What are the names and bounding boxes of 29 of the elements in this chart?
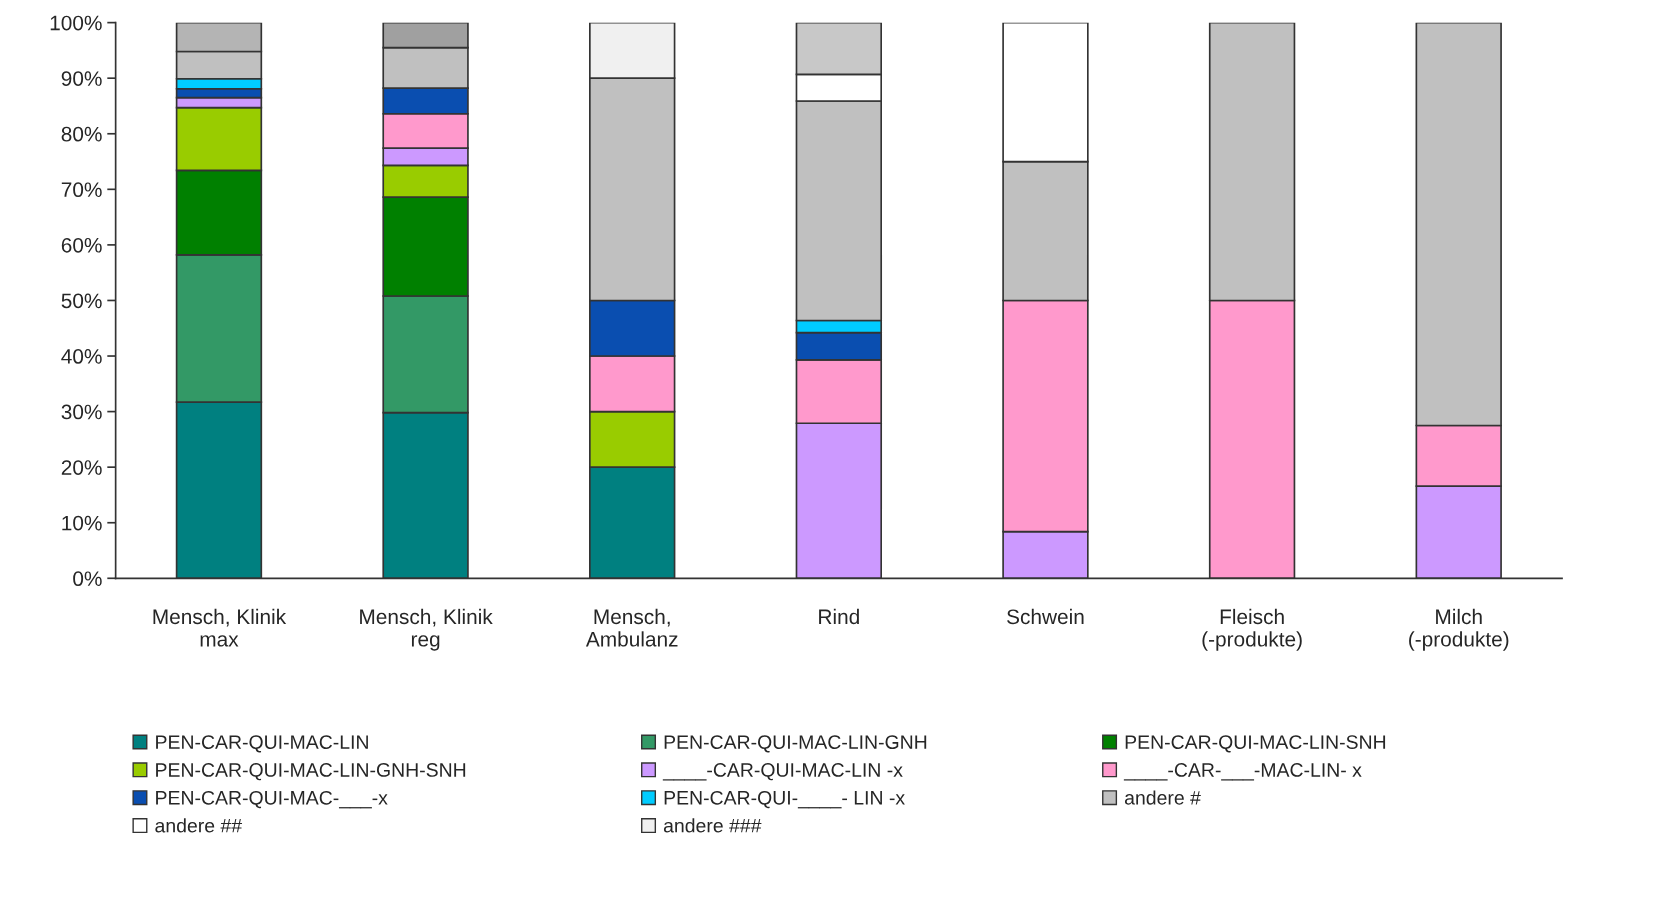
y-tick-label: 50% bbox=[61, 293, 102, 309]
x-tick-label: Mensch, Ambulanz bbox=[585, 608, 678, 647]
x-tick-label: Rind bbox=[819, 608, 859, 625]
legend-label: PEN-CAR-QUI-MAC-LIN-GNH-SNH bbox=[156, 763, 466, 781]
y-tick-label: 90% bbox=[61, 71, 102, 86]
legend-label: PEN-CAR-QUI-____- LIN -x bbox=[664, 790, 905, 809]
x-tick-label: Schwein bbox=[1007, 608, 1084, 625]
x-tick-label: Fleisch (-produkte) bbox=[1202, 608, 1302, 651]
legend-label: PEN-CAR-QUI-MAC-LIN-SNH bbox=[1125, 735, 1386, 753]
y-tick-label: 10% bbox=[62, 515, 102, 531]
legend-label: PEN-CAR-QUI-MAC-LIN-GNH bbox=[664, 735, 927, 753]
legend-label: PEN-CAR-QUI-MAC-LIN bbox=[156, 735, 368, 753]
y-tick-label: 40% bbox=[61, 349, 102, 364]
legend-label: ____-CAR-___-MAC-LIN- x bbox=[1123, 763, 1362, 781]
x-tick-label: Mensch, Klinik reg bbox=[360, 608, 493, 651]
x-tick-label: Milch (-produkte) bbox=[1409, 608, 1509, 651]
legend-label: ____-CAR-QUI-MAC-LIN -x bbox=[662, 763, 903, 781]
y-tick-label: 30% bbox=[61, 404, 102, 420]
legend-label: andere ## bbox=[155, 818, 243, 833]
y-tick-label: 0% bbox=[73, 571, 102, 587]
y-tick-label: 60% bbox=[61, 237, 102, 253]
legend-label: andere # bbox=[1124, 790, 1201, 805]
legend-label: PEN-CAR-QUI-MAC-___-x bbox=[156, 790, 388, 809]
y-tick-label: 100% bbox=[50, 15, 102, 31]
legend-label: andere ### bbox=[663, 818, 762, 833]
y-tick-label: 70% bbox=[61, 182, 102, 198]
y-tick-label: 20% bbox=[61, 460, 102, 475]
y-tick-label: 80% bbox=[61, 126, 102, 142]
x-tick-label: Mensch, Klinik max bbox=[153, 608, 287, 647]
